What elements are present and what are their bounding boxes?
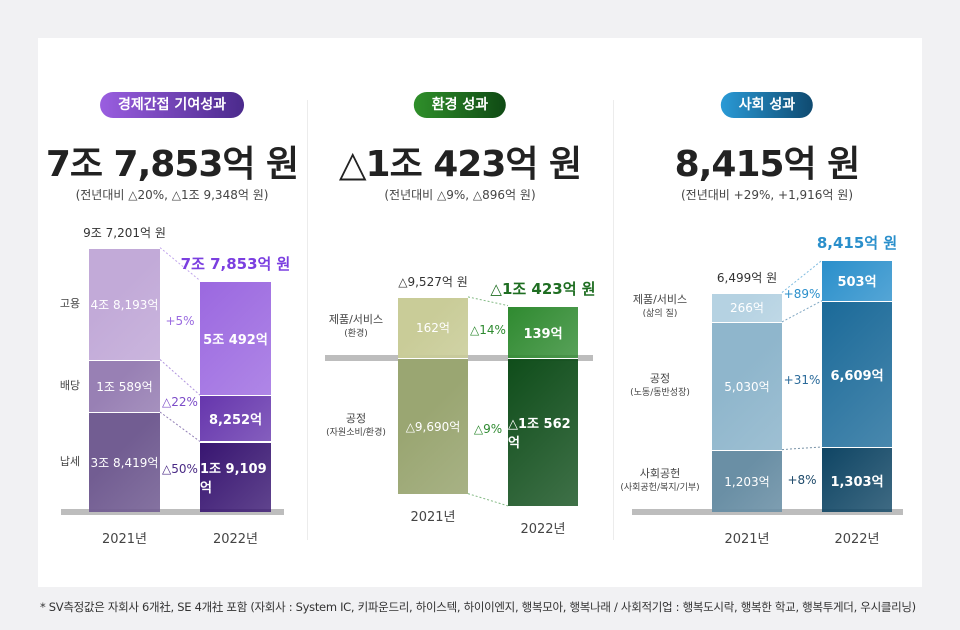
change-percent: △22% [162, 395, 198, 410]
connector-line [159, 359, 201, 396]
category-sublabel: (자원소비/환경) [326, 427, 386, 438]
change-percent: +5% [165, 313, 195, 328]
headline-value: 7조 7,853억 원 [45, 144, 299, 185]
category-name: 제품/서비스 [632, 293, 688, 307]
category-name: 사회공헌 [639, 466, 681, 480]
panel-divider [613, 100, 614, 540]
year-label: 2021년 [101, 532, 148, 547]
change-percent: △9% [473, 421, 503, 436]
category-label: 제품/서비스 (삶의 질) [633, 293, 687, 321]
year-label: 2022년 [212, 532, 259, 547]
headline-value: △1조 423억 원 [338, 144, 582, 185]
category-label: 공정 (자원소비/환경) [326, 412, 386, 440]
category-label: 공정 (노동/동반성장) [630, 372, 690, 400]
category-name: 납세 [59, 455, 81, 469]
section-pill: 경제간접 기여성과 [100, 92, 244, 118]
year-label: 2022년 [520, 521, 566, 537]
category-name: 제품/서비스 [328, 313, 384, 327]
connector-line [159, 411, 201, 442]
bar-segment: 8,252억 [200, 395, 271, 442]
connector-line [781, 446, 823, 451]
year-label: 2021년 [724, 532, 770, 547]
bar-segment: 6,609억 [822, 300, 892, 448]
baseline [61, 509, 284, 515]
bar-total: 9조 7,201억 원 [83, 225, 166, 240]
headline-value: 8,415억 원 [674, 144, 861, 185]
yoy-change: (전년대비 △9%, △896억 원) [384, 188, 536, 202]
bar-total: 6,499억 원 [716, 270, 778, 285]
bar-segment: 1,303억 [822, 447, 892, 512]
connector-line [781, 259, 823, 293]
bar-total: △9,527억 원 [398, 274, 468, 289]
category-sublabel: (사회공헌/복지/기부) [620, 482, 700, 493]
connector-line [781, 300, 823, 323]
category-label: 제품/서비스 (환경) [329, 313, 383, 341]
year-label: 2022년 [834, 532, 880, 547]
bar-segment: △1조 562억 [508, 358, 578, 506]
bar-segment: 139억 [508, 305, 578, 358]
bar-segment: △9,690억 [398, 358, 468, 494]
connector-line [159, 247, 201, 281]
connector-line [467, 296, 509, 307]
category-label: 사회공헌 (사회공헌/복지/기부) [620, 467, 699, 495]
category-name: 공정 [649, 371, 671, 385]
bar-segment: 1조 589억 [89, 359, 160, 413]
bar-segment: 4조 8,193억 [89, 247, 160, 360]
category-sublabel: (노동/동반성장) [630, 387, 690, 398]
footnote: * SV측정값은 자회사 6개社, SE 4개社 포함 (자회사 : Syste… [40, 600, 916, 614]
category-label: 고용 [60, 297, 80, 311]
bar-segment: 266억 [712, 292, 782, 322]
bar-total: 8,415억 원 [816, 234, 898, 253]
bar-segment: 5조 492억 [200, 280, 271, 396]
section-pill: 사회 성과 [720, 92, 814, 118]
year-label: 2021년 [410, 509, 456, 525]
change-percent: +8% [787, 473, 817, 488]
category-sublabel: (삶의 질) [642, 309, 678, 320]
change-percent: +89% [783, 286, 821, 301]
yoy-change: (전년대비 △20%, △1조 9,348억 원) [75, 188, 269, 202]
section-pill: 환경 성과 [413, 92, 507, 118]
category-sublabel: (환경) [344, 329, 368, 340]
change-percent: △14% [470, 322, 506, 337]
category-label: 납세 [60, 455, 80, 469]
bar-segment: 1,203억 [712, 449, 782, 512]
baseline [632, 509, 903, 515]
bar-segment: 5,030억 [712, 321, 782, 450]
bar-total: △1조 423억 원 [490, 279, 596, 298]
panel-divider [307, 100, 308, 540]
change-percent: +31% [783, 372, 821, 387]
bar-segment: 3조 8,419억 [89, 412, 160, 512]
category-label: 배당 [60, 379, 80, 393]
change-percent: △50% [162, 462, 198, 477]
category-name: 공정 [345, 411, 367, 425]
bar-segment: 1조 9,109억 [200, 441, 271, 512]
bar-total: 7조 7,853억 원 [180, 254, 291, 273]
bar-segment: 162억 [398, 296, 468, 358]
bar-segment: 503억 [822, 260, 892, 301]
category-name: 배당 [59, 378, 81, 392]
connector-line [467, 493, 509, 507]
category-name: 고용 [59, 296, 81, 310]
yoy-change: (전년대비 +29%, +1,916억 원) [681, 188, 853, 202]
